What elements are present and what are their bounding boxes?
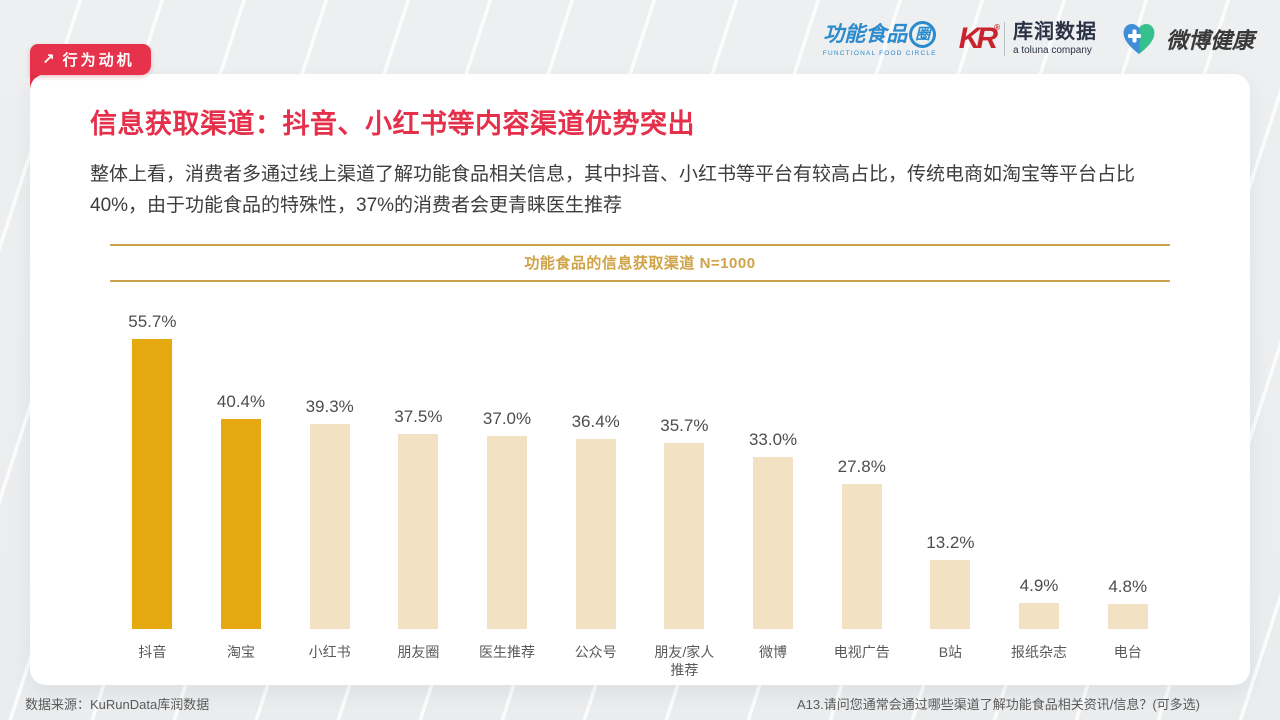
bar (487, 436, 528, 629)
bar (930, 560, 971, 629)
bar-category-label: 公众号 (574, 643, 617, 660)
bar-chart: 55.7% 抖音 40.4% 淘宝 39.3% 小红书 37.5% 朋友圈 37.0% 医生推荐 3… (108, 282, 1172, 679)
kurun-logo-subtitle: a toluna company (1012, 45, 1092, 56)
bar (664, 443, 705, 629)
bar-value-label: 40.4% (216, 391, 266, 411)
bar (1019, 603, 1060, 629)
bar (1107, 603, 1148, 629)
section-badge: ↗ 行为动机 (30, 44, 151, 75)
bar-category-label: 微博 (759, 643, 788, 660)
logo-divider (1003, 22, 1005, 56)
bar-value-label: 27.8% (837, 457, 886, 477)
bar-category-label: 电视广告 (833, 643, 890, 660)
bar-category-label: 朋友/家人推荐 (654, 643, 715, 678)
functional-food-circle-logo: 功能食品圈 FUNCTIONAL FOOD CIRCLE (822, 20, 937, 58)
bar-column: 4.8% 电台 (1083, 282, 1172, 679)
ffc-logo-text: 功能食品 (823, 22, 908, 46)
bar-value-label: 35.7% (660, 416, 709, 436)
content-card: 信息获取渠道：抖音、小红书等内容渠道优势突出 整体上看，消费者多通过线上渠道了解… (30, 74, 1250, 685)
bar-category-label: B站 (938, 643, 963, 660)
bar-column: 33.0% 微博 (729, 282, 818, 679)
header-logos: 功能食品圈 FUNCTIONAL FOOD CIRCLE KR® 库润数据 a … (823, 14, 1254, 64)
bar-value-label: 4.8% (1108, 576, 1148, 596)
arrow-up-right-icon: ↗ (42, 51, 55, 68)
bar-category-label: 小红书 (308, 643, 351, 660)
bar-column: 55.7% 抖音 (108, 282, 197, 679)
bar-category-label: 报纸杂志 (1011, 643, 1068, 660)
chart-title-band: 功能食品的信息获取渠道 N=1000 (110, 243, 1170, 282)
ffc-logo-ring: 圈 (909, 20, 937, 48)
ffc-logo-subtitle: FUNCTIONAL FOOD CIRCLE (822, 49, 937, 57)
bar-value-label: 36.4% (571, 412, 620, 432)
bar-value-label: 37.0% (482, 409, 532, 429)
bar-column: 13.2% B站 (906, 282, 995, 679)
bar-value-label: 13.2% (926, 533, 975, 553)
bar-column: 40.4% 淘宝 (197, 282, 286, 679)
bar-column: 4.9% 报纸杂志 (995, 282, 1084, 679)
bar-category-label: 医生推荐 (479, 643, 536, 660)
bar-column: 39.3% 小红书 (285, 282, 374, 679)
survey-question-note: A13.请问您通常会通过哪些渠道了解功能食品相关资讯/信息？(可多选) (796, 697, 1200, 712)
chart-title: 功能食品的信息获取渠道 N=1000 (524, 255, 756, 273)
kurun-data-logo: KR® 库润数据 a toluna company (959, 22, 1097, 56)
bar-value-label: 39.3% (305, 397, 354, 417)
bar (575, 439, 616, 629)
bar (132, 339, 173, 629)
kurun-logo-mark-icon: KR® (958, 22, 1000, 55)
heart-plus-icon (1123, 24, 1155, 54)
bar (753, 457, 794, 629)
bar-column: 37.0% 医生推荐 (463, 282, 552, 679)
bar-category-label: 朋友圈 (397, 643, 440, 660)
section-badge-label: 行为动机 (62, 52, 135, 69)
bar-value-label: 55.7% (128, 312, 177, 332)
bar-value-label: 4.9% (1019, 576, 1059, 596)
page-title: 信息获取渠道：抖音、小红书等内容渠道优势突出 (90, 109, 695, 139)
bar-category-label: 抖音 (138, 643, 167, 660)
kurun-logo-text: 库润数据 (1012, 21, 1097, 43)
bar (841, 484, 882, 629)
bar-column: 37.5% 朋友圈 (374, 282, 463, 679)
data-source-note: 数据来源：KuRunData库润数据 (25, 697, 210, 712)
summary-text: 整体上看，消费者多通过线上渠道了解功能食品相关信息，其中抖音、小红书等平台有较高… (90, 164, 1136, 217)
bar-value-label: 33.0% (748, 430, 798, 450)
weibo-health-logo: 微博健康 (1119, 19, 1254, 59)
bar-category-label: 淘宝 (227, 643, 255, 660)
bar-column: 27.8% 电视广告 (817, 282, 906, 679)
bar-value-label: 37.5% (394, 406, 443, 426)
bar (398, 433, 439, 629)
bar (221, 418, 261, 629)
weibo-health-logo-text: 微博健康 (1165, 28, 1254, 53)
bar-column: 36.4% 公众号 (551, 282, 640, 679)
bar-category-label: 电台 (1113, 643, 1142, 660)
bar (309, 424, 350, 629)
bar-column: 35.7% 朋友/家人推荐 (640, 282, 729, 679)
